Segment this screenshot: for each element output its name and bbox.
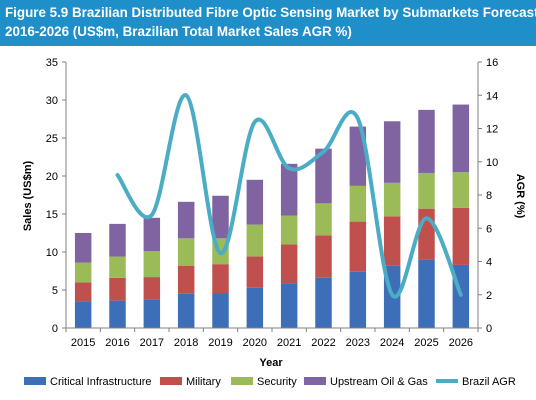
- chart: Sales (US$m) AGR (%) Year 05101520253035…: [22, 57, 526, 388]
- bar-military-2016: [109, 277, 126, 301]
- y2-tick-label: 4: [486, 257, 492, 269]
- y2-tick-label: 2: [486, 290, 492, 302]
- legend-label-critical-infrastructure: Critical Infrastructure: [50, 376, 151, 388]
- x-tick-label: 2025: [414, 337, 438, 349]
- legend-label-military: Military: [186, 376, 221, 388]
- bar-critical-infrastructure-2022: [315, 277, 332, 328]
- bar-upstream-oil-gas-2023: [349, 126, 367, 186]
- bar-upstream-oil-gas-2024: [383, 121, 401, 183]
- x-tick-label: 2022: [311, 337, 335, 349]
- legend-swatch-military: [160, 377, 182, 385]
- y-tick-label: 15: [46, 209, 58, 221]
- bar-critical-infrastructure-2025: [418, 259, 435, 328]
- y-tick-label: 35: [46, 57, 58, 69]
- bar-military-2024: [383, 216, 401, 266]
- bar-security-2017: [143, 251, 161, 278]
- figure-header: Figure 5.9 Brazilian Distributed Fibre O…: [0, 0, 536, 46]
- y2-tick-label: 16: [486, 57, 498, 69]
- bar-critical-infrastructure-2018: [177, 293, 195, 328]
- bar-upstream-oil-gas-2020: [246, 179, 264, 225]
- y-tick-label: 5: [52, 285, 58, 297]
- y2-tick-label: 8: [486, 190, 492, 202]
- bar-military-2022: [315, 235, 332, 278]
- y-tick-label: 30: [46, 95, 58, 107]
- bar-security-2015: [74, 262, 92, 283]
- x-tick-label: 2024: [380, 337, 404, 349]
- bar-military-2023: [349, 221, 367, 272]
- x-tick-label: 2015: [71, 337, 95, 349]
- bar-upstream-oil-gas-2018: [177, 201, 195, 239]
- x-tick-label: 2017: [140, 337, 164, 349]
- y2-tick-label: 12: [486, 124, 498, 136]
- x-tick-label: 2019: [208, 337, 232, 349]
- bar-critical-infrastructure-2016: [109, 300, 126, 328]
- bar-security-2020: [246, 224, 264, 257]
- y-tick-label: 20: [46, 171, 58, 183]
- legend-label-brazil-agr: Brazil AGR: [462, 376, 516, 388]
- figure-title-line-1: Figure 5.9 Brazilian Distributed Fibre O…: [5, 5, 536, 20]
- x-tick-label: 2020: [243, 337, 267, 349]
- y-tick-label: 0: [52, 323, 58, 335]
- legend-label-security: Security: [257, 376, 297, 388]
- bar-military-2019: [212, 264, 229, 294]
- bar-security-2018: [177, 238, 195, 266]
- bar-upstream-oil-gas-2026: [452, 104, 470, 173]
- bar-security-2021: [280, 215, 298, 245]
- legend-swatch-upstream-oil-gas: [304, 377, 326, 385]
- bar-security-2026: [452, 172, 470, 208]
- bar-upstream-oil-gas-2015: [74, 233, 92, 263]
- bar-critical-infrastructure-2021: [280, 283, 298, 328]
- x-axis-label: Year: [259, 357, 283, 369]
- y2-tick-label: 6: [486, 223, 492, 235]
- figure-title-line-2: 2016-2026 (US$m, Brazilian Total Market …: [5, 24, 352, 39]
- y2-tick-label: 14: [486, 90, 498, 102]
- bar-military-2015: [74, 282, 92, 302]
- bar-upstream-oil-gas-2022: [315, 148, 332, 204]
- bar-security-2024: [383, 182, 401, 217]
- bar-upstream-oil-gas-2017: [143, 217, 161, 252]
- bar-security-2025: [418, 172, 435, 209]
- legend-swatch-critical-infrastructure: [24, 377, 46, 385]
- bar-security-2016: [109, 256, 126, 278]
- bar-upstream-oil-gas-2016: [109, 223, 126, 257]
- legend-swatch-security: [231, 377, 253, 385]
- bar-critical-infrastructure-2023: [349, 271, 367, 328]
- bar-security-2022: [315, 203, 332, 236]
- bar-security-2023: [349, 185, 367, 222]
- bar-upstream-oil-gas-2021: [280, 163, 298, 216]
- y2-axis-label: AGR (%): [514, 174, 526, 219]
- x-tick-label: 2016: [105, 337, 129, 349]
- bar-critical-infrastructure-2015: [74, 301, 92, 328]
- legend-label-upstream-oil-gas: Upstream Oil & Gas: [330, 376, 428, 388]
- y-tick-label: 10: [46, 247, 58, 259]
- x-tick-label: 2023: [346, 337, 370, 349]
- x-tick-label: 2018: [174, 337, 198, 349]
- brazil-agr-line: [115, 93, 463, 299]
- bar-military-2026: [452, 207, 470, 265]
- bar-upstream-oil-gas-2025: [418, 109, 435, 173]
- bar-critical-infrastructure-2017: [143, 299, 161, 328]
- bar-military-2018: [177, 265, 195, 294]
- bar-upstream-oil-gas-2019: [212, 195, 229, 239]
- x-tick-label: 2026: [449, 337, 473, 349]
- bar-critical-infrastructure-2020: [246, 287, 264, 328]
- bar-military-2020: [246, 256, 264, 288]
- bar-military-2021: [280, 244, 298, 284]
- bar-critical-infrastructure-2019: [212, 293, 229, 328]
- y-axis-label: Sales (US$m): [22, 161, 34, 232]
- bar-military-2017: [143, 277, 161, 300]
- x-tick-label: 2021: [277, 337, 301, 349]
- y2-tick-label: 0: [486, 323, 492, 335]
- y2-tick-label: 10: [486, 157, 498, 169]
- y-tick-label: 25: [46, 133, 58, 145]
